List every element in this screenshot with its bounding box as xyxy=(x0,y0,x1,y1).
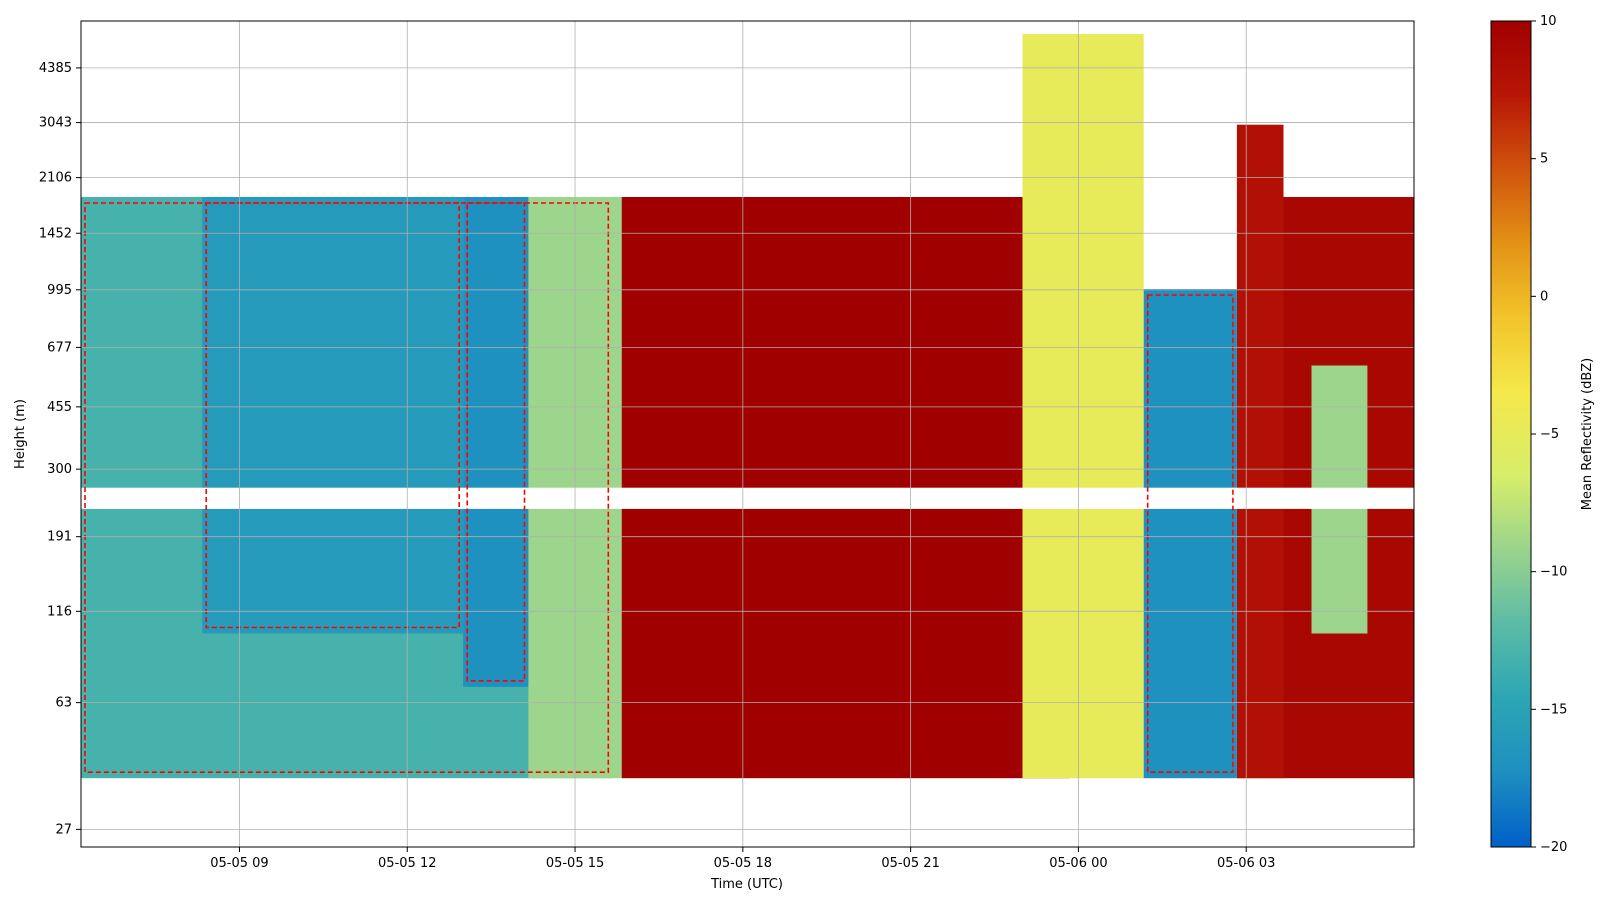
contour-line xyxy=(1146,294,1234,774)
colorbar-ticks: 10 5 0 −5 −10 −15 −20 xyxy=(1531,14,1567,855)
data-gap-band xyxy=(81,487,1414,509)
plot-frame xyxy=(80,20,1415,848)
colorbar-tick-label: 0 xyxy=(1540,289,1548,304)
x-axis-ticks: 05-05 09 05-05 12 05-05 15 05-05 18 05-05 21… xyxy=(210,847,1275,871)
colorbar-tick-label: −10 xyxy=(1540,565,1567,580)
x-tick-label: 05-05 21 xyxy=(881,856,939,871)
x-tick-label: 05-06 00 xyxy=(1049,856,1107,871)
x-tick-label: 05-05 09 xyxy=(210,856,268,871)
y-tick-label: 300 xyxy=(47,462,72,477)
heatmap-region xyxy=(1143,289,1237,779)
contour-line xyxy=(84,202,610,774)
x-tick-label: 05-05 15 xyxy=(546,856,604,871)
y-axis-ticks: 27 63 116 191 300 455 677 995 1452 2106 3043 4385 xyxy=(39,61,81,837)
heatmap-field xyxy=(81,34,1414,779)
colorbar-tick-label: −20 xyxy=(1540,840,1567,855)
colorbar-tick-label: 10 xyxy=(1540,14,1557,29)
heatmap-region xyxy=(621,197,1070,779)
colorbar xyxy=(1490,20,1532,848)
contour-lines xyxy=(84,202,1234,774)
y-axis-label: Height (m) xyxy=(13,399,28,469)
y-tick-label: 1452 xyxy=(39,226,72,241)
colorbar-tick-label: −15 xyxy=(1540,702,1567,717)
heatmap-region xyxy=(463,197,529,687)
contour-line xyxy=(466,202,526,682)
y-tick-label: 3043 xyxy=(39,116,72,131)
y-tick-label: 4385 xyxy=(39,61,72,76)
colorbar-tick-label: 5 xyxy=(1540,152,1548,167)
colorbar-label: Mean Reflectivity (dBZ) xyxy=(1580,358,1595,511)
contour-line xyxy=(205,202,460,629)
grid-lines xyxy=(81,21,1414,847)
x-tick-label: 05-06 03 xyxy=(1217,856,1275,871)
y-tick-label: 677 xyxy=(47,340,72,355)
y-tick-label: 995 xyxy=(47,283,72,298)
y-tick-label: 2106 xyxy=(39,171,72,186)
y-tick-label: 455 xyxy=(47,400,72,415)
heatmap-region xyxy=(1022,34,1144,779)
x-tick-label: 05-05 12 xyxy=(378,856,436,871)
y-tick-label: 191 xyxy=(47,530,72,545)
y-tick-label: 116 xyxy=(47,604,72,619)
colorbar-tick-label: −5 xyxy=(1540,427,1559,442)
y-tick-label: 27 xyxy=(55,822,72,837)
x-axis-label: Time (UTC) xyxy=(710,877,783,892)
y-tick-label: 63 xyxy=(55,696,72,711)
heatmap-region xyxy=(202,197,464,634)
heatmap-region xyxy=(1236,124,1284,779)
x-tick-label: 05-05 18 xyxy=(714,856,772,871)
